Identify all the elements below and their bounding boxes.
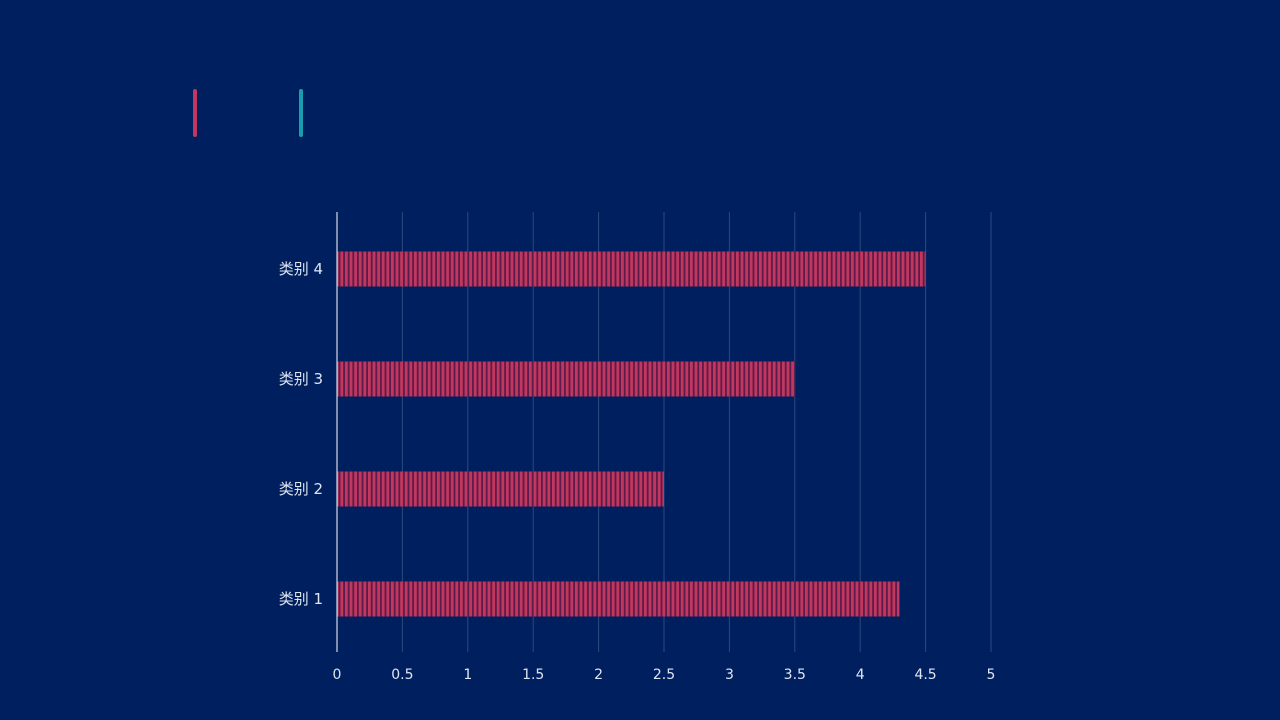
- x-tick-label: 2: [594, 667, 603, 683]
- x-tick-label: 0: [333, 667, 342, 683]
- bar: [337, 251, 926, 287]
- y-category-label: 类别 4: [279, 260, 323, 278]
- bar: [337, 361, 795, 397]
- y-category-label: 类别 2: [279, 480, 323, 498]
- x-tick-label: 5: [987, 667, 996, 683]
- bar: [337, 471, 664, 507]
- legend-marker-series-1: [193, 89, 197, 137]
- x-tick-label: 4: [856, 667, 865, 683]
- y-category-label: 类别 3: [279, 370, 323, 388]
- x-tick-label: 3: [725, 667, 734, 683]
- x-tick-label: 3.5: [784, 667, 806, 683]
- y-category-label: 类别 1: [279, 590, 323, 608]
- x-tick-label: 0.5: [391, 667, 413, 683]
- x-tick-label: 1: [463, 667, 472, 683]
- bar: [337, 581, 900, 617]
- x-tick-label: 1.5: [522, 667, 544, 683]
- x-tick-label: 2.5: [653, 667, 675, 683]
- x-tick-label: 4.5: [914, 667, 936, 683]
- legend-marker-series-2: [299, 89, 303, 137]
